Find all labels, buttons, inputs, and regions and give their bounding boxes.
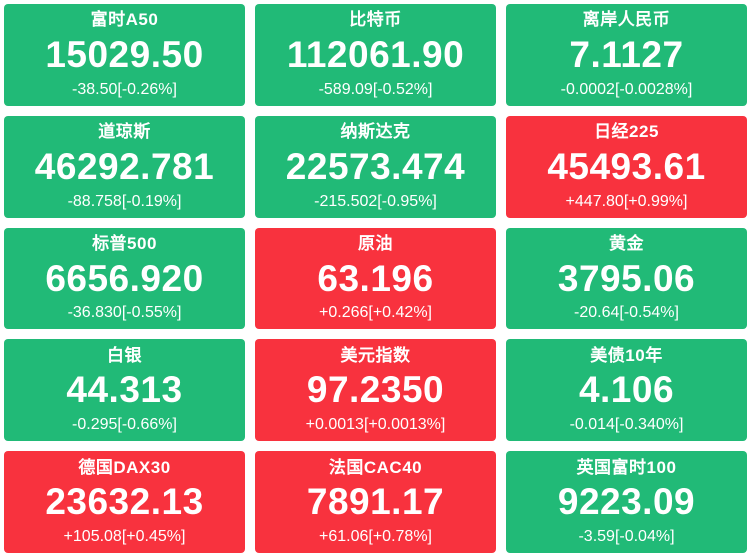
market-tile-15[interactable]: 英国富时100 9223.09 -3.59[-0.04%]: [506, 451, 747, 553]
market-tile-5[interactable]: 纳斯达克 22573.474 -215.502[-0.95%]: [255, 115, 496, 218]
market-name: 离岸人民币: [582, 10, 671, 30]
market-change: -38.50[-0.26%]: [72, 80, 177, 98]
market-change: -3.59[-0.04%]: [578, 528, 675, 546]
market-tile-12[interactable]: 美债10年 4.106 -0.014[-0.340%]: [506, 339, 747, 442]
market-change: +61.06[+0.78%]: [319, 528, 432, 546]
market-change: -215.502[-0.95%]: [314, 192, 437, 210]
market-value: 7.1127: [569, 34, 684, 76]
market-name: 标普500: [92, 233, 157, 253]
market-value: 22573.474: [285, 145, 466, 187]
market-tile-13[interactable]: 德国DAX30 23632.13 +105.08[+0.45%]: [4, 451, 245, 553]
market-value: 44.313: [66, 369, 183, 411]
market-change: -0.014[-0.340%]: [569, 416, 684, 434]
market-change: +0.266[+0.42%]: [319, 304, 432, 322]
market-change: +447.80[+0.99%]: [565, 192, 688, 210]
market-name: 美元指数: [340, 345, 411, 365]
market-name: 道琼斯: [98, 122, 151, 142]
market-change: -88.758[-0.19%]: [67, 192, 182, 210]
market-change: -20.64[-0.54%]: [574, 304, 679, 322]
market-change: +105.08[+0.45%]: [63, 528, 186, 546]
market-name: 原油: [358, 233, 393, 253]
market-value: 97.2350: [306, 369, 445, 411]
market-tile-11[interactable]: 美元指数 97.2350 +0.0013[+0.0013%]: [255, 339, 496, 442]
market-tile-1[interactable]: 富时A50 15029.50 -38.50[-0.26%]: [4, 4, 245, 106]
market-value: 3795.06: [557, 257, 696, 299]
market-tile-3[interactable]: 离岸人民币 7.1127 -0.0002[-0.0028%]: [506, 4, 747, 106]
market-name: 法国CAC40: [328, 457, 423, 477]
market-name: 日经225: [594, 122, 659, 142]
market-tile-4[interactable]: 道琼斯 46292.781 -88.758[-0.19%]: [4, 115, 245, 218]
market-tile-9[interactable]: 黄金 3795.06 -20.64[-0.54%]: [506, 227, 747, 330]
market-tile-6[interactable]: 日经225 45493.61 +447.80[+0.99%]: [506, 115, 747, 218]
market-change: -36.830[-0.55%]: [67, 304, 182, 322]
market-tile-7[interactable]: 标普500 6656.920 -36.830[-0.55%]: [4, 227, 245, 330]
market-name: 美债10年: [590, 345, 663, 365]
market-change: +0.0013[+0.0013%]: [305, 416, 446, 434]
market-name: 白银: [107, 345, 142, 365]
market-tile-10[interactable]: 白银 44.313 -0.295[-0.66%]: [4, 339, 245, 442]
market-name: 纳斯达克: [340, 122, 411, 142]
market-tile-2[interactable]: 比特币 112061.90 -589.09[-0.52%]: [255, 4, 496, 106]
market-name: 比特币: [349, 10, 402, 30]
market-name: 黄金: [609, 233, 644, 253]
market-value: 4.106: [578, 369, 675, 411]
market-value: 23632.13: [45, 481, 204, 523]
market-value: 7891.17: [306, 481, 445, 523]
market-name: 英国富时100: [576, 457, 677, 477]
market-name: 德国DAX30: [78, 457, 171, 477]
market-tile-14[interactable]: 法国CAC40 7891.17 +61.06[+0.78%]: [255, 451, 496, 553]
market-value: 9223.09: [557, 481, 696, 523]
market-tile-8[interactable]: 原油 63.196 +0.266[+0.42%]: [255, 227, 496, 330]
market-change: -589.09[-0.52%]: [318, 80, 433, 98]
market-value: 15029.50: [45, 34, 204, 76]
market-value: 6656.920: [45, 257, 204, 299]
market-change: -0.295[-0.66%]: [72, 416, 177, 434]
market-name: 富时A50: [90, 10, 159, 30]
market-value: 46292.781: [34, 145, 215, 187]
market-value: 63.196: [317, 257, 434, 299]
market-value: 112061.90: [286, 34, 465, 76]
market-change: -0.0002[-0.0028%]: [560, 80, 693, 98]
market-value: 45493.61: [547, 145, 706, 187]
